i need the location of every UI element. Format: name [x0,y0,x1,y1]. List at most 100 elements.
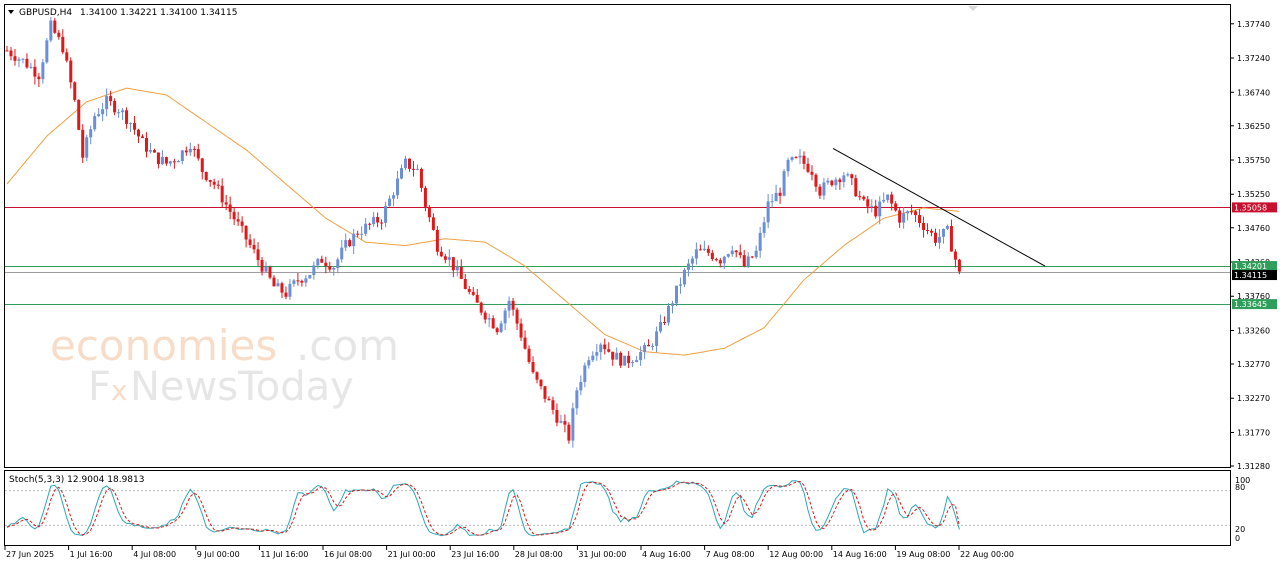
candle [583,362,587,388]
candle [758,227,762,258]
time-tick-label: 11 Jul 16:00 [260,550,308,559]
candle [595,344,599,361]
candle [388,195,392,207]
candle-body [152,150,156,153]
candle [575,387,579,415]
candle [264,261,268,273]
time-tick-label: 4 Jul 08:00 [133,550,176,559]
candle-body [168,161,172,164]
candle [101,102,105,122]
price-tag-text: 1.35058 [1234,203,1267,212]
candle [304,275,308,287]
candle-body [627,355,631,364]
candle-body [336,259,340,269]
candle-body [599,344,603,353]
candle [471,286,475,296]
candle [348,238,352,248]
candle [61,29,65,55]
candle-body [431,217,435,230]
candle-body [208,179,212,182]
price-tick-label: 1.34760 [1237,224,1270,233]
candle-body [635,360,639,363]
candle-body [228,204,232,212]
candle [37,72,41,87]
candle-body [575,390,579,409]
candle-body [411,168,415,170]
candle-body [770,201,774,203]
time-tick-label: 7 Aug 08:00 [706,550,755,559]
candle [268,265,272,280]
symbol-menu-icon[interactable] [8,10,14,14]
candle-body [846,174,850,176]
candle [419,167,423,192]
candle-body [858,196,862,198]
candle-body [97,114,101,117]
candle-body [623,355,627,366]
time-tick-label: 16 Jul 08:00 [324,550,372,559]
candle [619,351,623,369]
candle [519,318,523,342]
candle-body [678,284,682,286]
watermark-dotcom: .com [296,321,399,370]
candle-body [133,123,137,130]
candle [941,228,945,244]
price-tick-label: 1.33760 [1237,292,1270,301]
candle-body [690,258,694,264]
candle-body [583,365,587,382]
candle [45,38,49,64]
candle-body [324,262,328,267]
time-tick-label: 31 Jul 00:00 [578,550,626,559]
candle-body [814,174,818,187]
candle-body [316,258,320,266]
candle [850,173,854,185]
candle [9,46,13,61]
candle-body [240,221,244,226]
candle [312,261,316,280]
candle-body [535,372,539,380]
candle-body [439,251,443,257]
candle [726,253,730,259]
candle [372,212,376,227]
candle-body [93,116,97,130]
candle [152,148,156,153]
candle-body [766,201,770,223]
watermark-f: F [88,364,111,410]
time-tick-label: 9 Jul 00:00 [197,550,240,559]
candle [212,178,216,190]
candle-body [945,226,949,229]
candle-body [949,226,953,252]
candle-body [937,236,941,243]
candle [455,259,459,277]
candle-body [615,352,619,360]
candle-body [200,158,204,173]
candle [85,134,89,162]
candle-body [471,291,475,295]
candle [571,402,575,448]
price-tick-label: 1.32270 [1237,394,1270,403]
candle-body [822,182,826,196]
candle-body [555,409,559,423]
candle-body [85,137,89,158]
candle-body [196,149,200,159]
price-tick-label: 1.36250 [1237,122,1270,131]
candle-body [212,181,216,185]
candle-body [260,259,264,272]
candle-body [834,179,838,186]
scroll-marker-icon [968,6,978,11]
candle [439,246,443,258]
candle-body [160,157,164,165]
candle [192,146,196,157]
candle [168,160,172,167]
candle-body [101,109,105,115]
candle [806,157,810,174]
candle-body [722,256,726,264]
candle [21,58,25,64]
trendline[interactable] [832,147,1046,267]
candle-body [232,211,236,220]
price-tick-label: 1.35750 [1237,156,1270,165]
candle [332,266,336,276]
candle-body [21,58,25,60]
candle [491,315,495,329]
candle [288,278,292,301]
